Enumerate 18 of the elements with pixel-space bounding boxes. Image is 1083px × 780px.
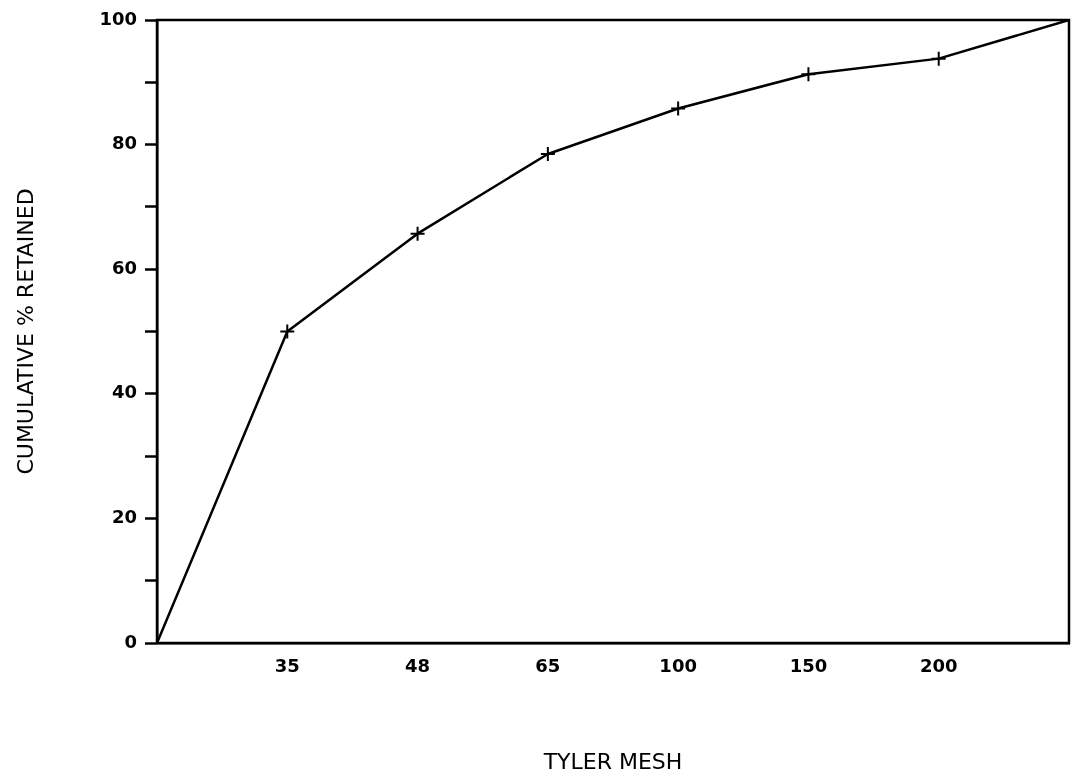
x-tick-label: 150 — [789, 655, 828, 677]
point — [279, 323, 296, 340]
y-tick-label: 100 — [99, 7, 137, 29]
point — [539, 145, 556, 162]
y-tick-label: 20 — [111, 506, 137, 528]
x-tick-label: 48 — [405, 655, 431, 677]
y-tick-label: 40 — [111, 381, 137, 403]
y-tick-label: 80 — [111, 132, 137, 154]
x-tick-label: 100 — [659, 655, 697, 677]
y-tick-label: 60 — [111, 256, 137, 278]
x-tick-label: 65 — [535, 655, 561, 677]
point — [409, 225, 426, 242]
y-axis-title: CUMULATIVE % RETAINED — [12, 188, 38, 475]
y-tick-label: 0 — [124, 630, 137, 652]
point — [670, 100, 687, 117]
x-tick-label: 200 — [919, 655, 958, 677]
x-axis-title: TYLER MESH — [542, 748, 683, 774]
x-tick-label: 35 — [274, 655, 300, 677]
